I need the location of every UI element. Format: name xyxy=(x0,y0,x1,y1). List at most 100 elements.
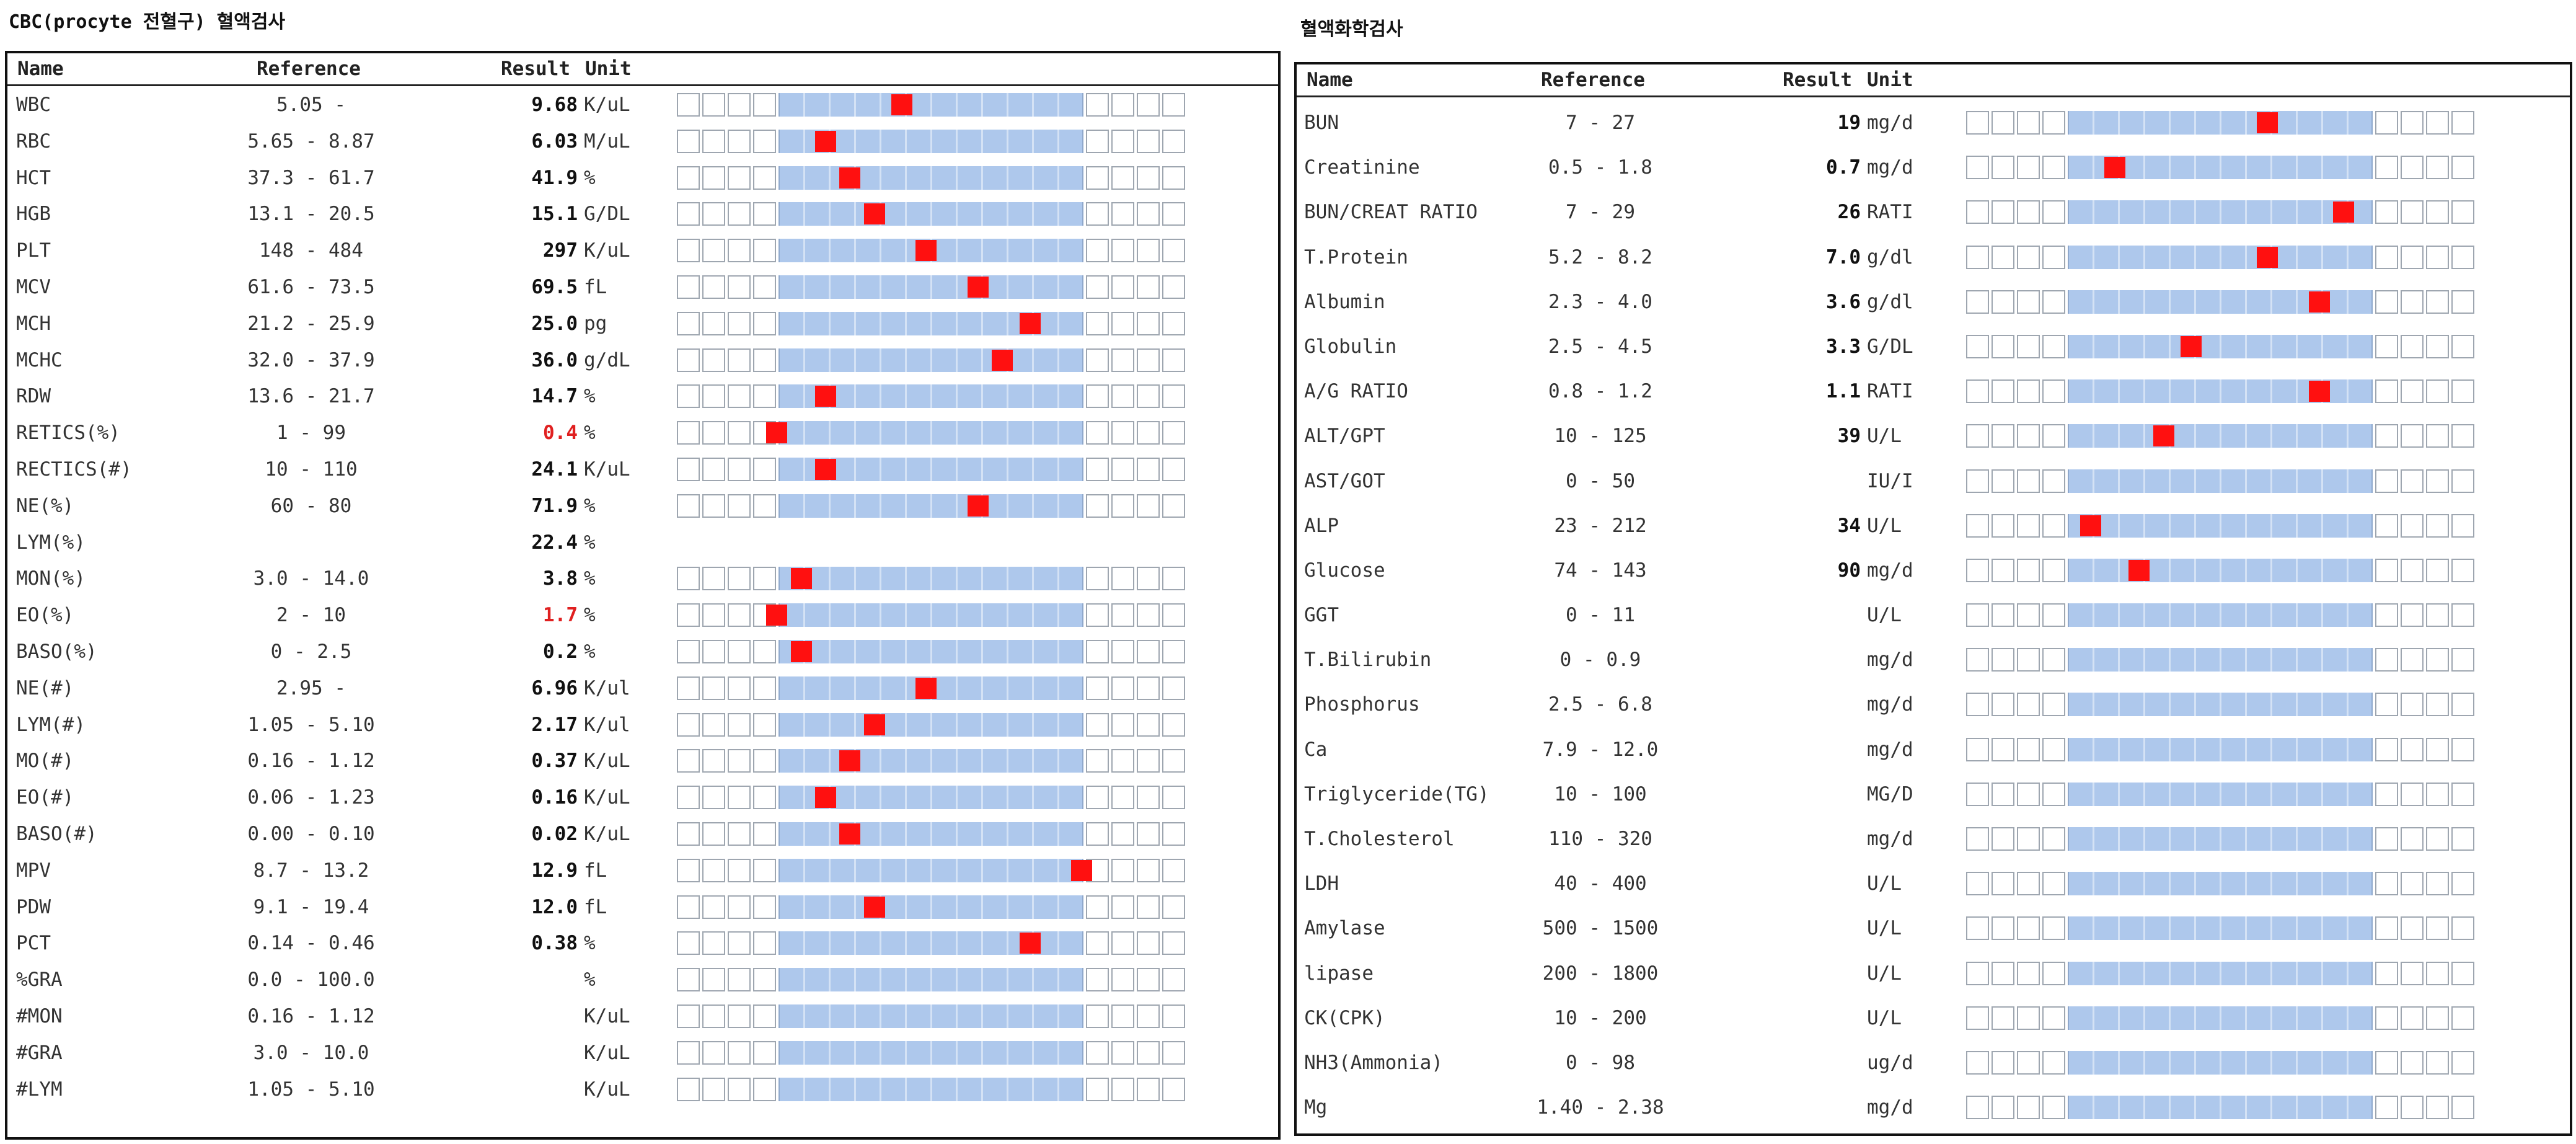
test-name: T.Cholesterol xyxy=(1304,828,1455,850)
gauge-cell xyxy=(1162,1077,1185,1101)
result-marker xyxy=(2309,381,2330,402)
unit-label: U/L xyxy=(1867,604,1902,627)
gauge-cell xyxy=(2017,648,2040,672)
reference-range: 10 - 100 xyxy=(1554,783,1647,805)
unit-label: K/uL xyxy=(584,786,630,809)
result-value: 0.16 xyxy=(531,786,578,809)
gauge-cell xyxy=(728,712,751,737)
unit-label: % xyxy=(584,166,596,189)
result-value: 26 xyxy=(1837,201,1861,224)
gauge-cell xyxy=(702,384,725,409)
chemistry-table-body: BUN 7 - 27 19 mg/d Creatinine 0.5 - 1.8 0.7 mg/… xyxy=(1297,100,2570,1130)
gauge-cell xyxy=(2375,782,2398,806)
test-name: Globulin xyxy=(1304,335,1397,358)
reference-band xyxy=(2068,827,2373,851)
reference-range: 1.05 - 5.10 xyxy=(247,1078,375,1101)
range-gauge xyxy=(677,895,1188,919)
table-row: T.Cholesterol 110 - 320 mg/d xyxy=(1297,817,2570,861)
gauge-cell xyxy=(1086,603,1109,627)
result-marker xyxy=(766,422,787,444)
result-value: 39 xyxy=(1837,425,1861,448)
gauge-cell xyxy=(753,384,776,409)
gauge-cell xyxy=(702,1040,725,1065)
table-row: NE(%) 60 - 80 71.9% xyxy=(7,488,1278,525)
gauge-cell xyxy=(1992,379,2014,404)
gauge-cell xyxy=(2017,245,2040,269)
reference-band xyxy=(2068,200,2373,224)
chemistry-table-header: Name Reference Result Unit xyxy=(1297,64,2570,97)
gauge-cell xyxy=(677,858,700,882)
gauge-cell xyxy=(2426,693,2449,717)
gauge-cell xyxy=(2401,558,2424,582)
reference-band xyxy=(779,822,1083,846)
reference-range: 10 - 110 xyxy=(265,458,358,481)
range-gauge xyxy=(677,749,1188,773)
gauge-cell xyxy=(2042,379,2065,404)
reference-range: 0 - 11 xyxy=(1566,604,1635,627)
gauge-cell xyxy=(677,676,700,700)
test-name: NE(#) xyxy=(16,676,74,699)
gauge-cell xyxy=(1086,567,1109,591)
test-name: HGB xyxy=(16,203,51,226)
test-name: #GRA xyxy=(16,1041,63,1064)
reference-band xyxy=(779,1004,1083,1028)
gauge-cell xyxy=(2401,424,2424,448)
gauge-cell xyxy=(1137,567,1160,591)
reference-range: 500 - 1500 xyxy=(1542,917,1659,940)
reference-range: 7.9 - 12.0 xyxy=(1542,738,1659,761)
range-gauge xyxy=(677,93,1188,117)
gauge-cell xyxy=(2017,156,2040,180)
table-row: #MON 0.16 - 1.12 K/uL xyxy=(7,998,1278,1035)
gauge-cell xyxy=(702,712,725,737)
gauge-cell xyxy=(1086,749,1109,773)
gauge-cell xyxy=(1992,469,2014,493)
gauge-cell xyxy=(753,822,776,846)
unit-label: mg/d xyxy=(1867,649,1913,672)
test-name: BASO(%) xyxy=(16,640,97,663)
table-row: %GRA 0.0 - 100.0% xyxy=(7,962,1278,998)
table-row: CK(CPK) 10 - 200 U/L xyxy=(1297,996,2570,1040)
table-row: BASO(%) 0 - 2.5 0.2% xyxy=(7,634,1278,670)
reference-range: 3.0 - 10.0 xyxy=(253,1041,369,1064)
table-row: MPV 8.7 - 13.2 12.9 fL xyxy=(7,853,1278,889)
gauge-cell xyxy=(728,822,751,846)
gauge-cell xyxy=(2426,200,2449,224)
reference-band xyxy=(779,968,1083,992)
gauge-cell xyxy=(2426,290,2449,314)
gauge-cell xyxy=(2017,558,2040,582)
gauge-cell xyxy=(2426,334,2449,358)
gauge-cell xyxy=(1162,202,1185,226)
gauge-cell xyxy=(728,384,751,409)
gauge-cell xyxy=(1086,494,1109,518)
result-marker xyxy=(815,458,836,480)
table-row: A/G RATIO 0.8 - 1.2 1.1 RATI xyxy=(1297,369,2570,414)
gauge-cell xyxy=(753,676,776,700)
gauge-cell xyxy=(753,311,776,335)
range-gauge xyxy=(1966,916,2477,941)
test-name: AST/GOT xyxy=(1304,469,1385,492)
gauge-cell xyxy=(2375,379,2398,404)
gauge-cell xyxy=(2375,513,2398,538)
reference-band xyxy=(779,567,1083,591)
gauge-cell xyxy=(2401,1006,2424,1030)
gauge-cell xyxy=(1137,457,1160,481)
gauge-cell xyxy=(2017,782,2040,806)
reference-range: 37.3 - 61.7 xyxy=(247,166,375,189)
unit-label: mg/d xyxy=(1867,1096,1913,1119)
table-row: MO(#) 0.16 - 1.12 0.37 K/uL xyxy=(7,743,1278,779)
unit-label: g/dl xyxy=(1867,246,1913,268)
test-name: MO(#) xyxy=(16,750,74,773)
table-row: ALP 23 - 212 34 U/L xyxy=(1297,503,2570,548)
result-marker xyxy=(2257,112,2278,133)
reference-range: 148 - 484 xyxy=(259,239,363,262)
test-name: PDW xyxy=(16,895,51,918)
gauge-cell xyxy=(728,348,751,372)
gauge-cell xyxy=(2375,1050,2398,1075)
range-gauge xyxy=(677,639,1188,663)
result-value: 41.9 xyxy=(531,166,578,189)
gauge-cell xyxy=(1992,648,2014,672)
gauge-cell xyxy=(1137,494,1160,518)
range-gauge xyxy=(677,931,1188,956)
gauge-cell xyxy=(702,311,725,335)
gauge-cell xyxy=(677,457,700,481)
